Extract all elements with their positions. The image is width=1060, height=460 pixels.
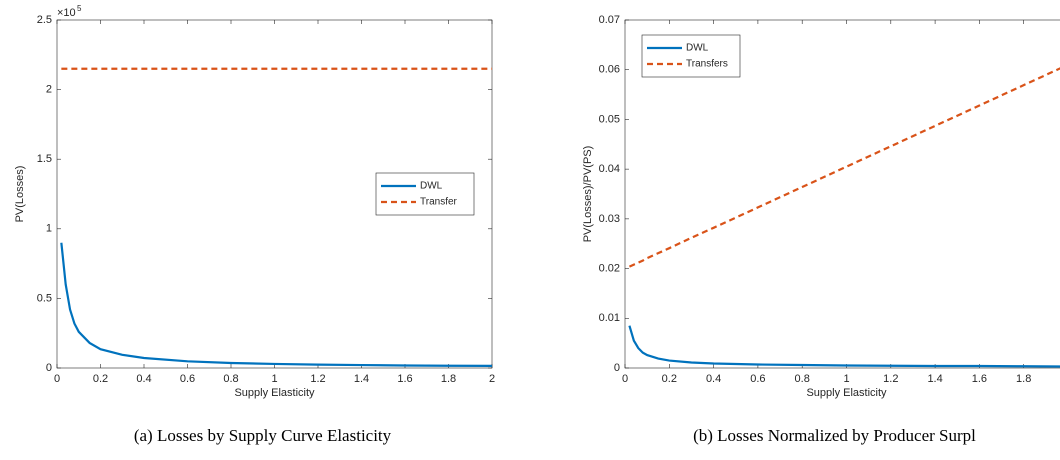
legend-label: DWL (420, 181, 443, 192)
x-axis-label: Supply Elasticity (234, 387, 315, 399)
x-tick-label: 1.6 (972, 373, 987, 385)
y-tick-label: 0.02 (599, 262, 620, 274)
series-line (60, 242, 493, 368)
x-tick-label: 0.2 (93, 373, 108, 385)
x-tick-label: 1 (843, 373, 849, 385)
y-multiplier-exp: 5 (77, 4, 82, 13)
x-tick-label: 1.2 (310, 373, 325, 385)
y-tick-label: 0.05 (599, 113, 620, 125)
caption: (a) Losses by Supply Curve Elasticity (134, 426, 392, 445)
plot-area (624, 19, 1060, 369)
y-tick-label: 0.07 (599, 14, 620, 26)
legend-label: Transfer (420, 197, 458, 208)
x-tick-label: 1.4 (354, 373, 369, 385)
series-line (628, 325, 1060, 368)
x-tick-label: 0.4 (136, 373, 151, 385)
x-tick-label: 0 (622, 373, 628, 385)
y-tick-label: 0.06 (599, 64, 620, 76)
legend-label: Transfers (686, 59, 728, 70)
y-tick-label: 1.5 (37, 153, 52, 165)
y-tick-label: 0.5 (37, 292, 52, 304)
caption: (b) Losses Normalized by Producer Surpl (693, 426, 976, 445)
y-tick-label: 2.5 (37, 14, 52, 26)
y-axis-label: PV(Losses)/PV(PS) (582, 146, 594, 243)
y-tick-label: 0.04 (599, 163, 620, 175)
legend-label: DWL (686, 43, 709, 54)
x-tick-label: 0.8 (795, 373, 810, 385)
y-tick-label: 0 (614, 362, 620, 374)
series-line (628, 67, 1060, 268)
x-tick-label: 0 (54, 373, 60, 385)
x-tick-label: 0.4 (706, 373, 721, 385)
y-tick-label: 0.01 (599, 312, 620, 324)
legend-box (641, 34, 741, 78)
x-tick-label: 1.4 (927, 373, 942, 385)
y-multiplier: ×10 (57, 7, 76, 19)
y-axis-label: PV(Losses) (14, 166, 26, 223)
y-tick-label: 2 (46, 84, 52, 96)
x-tick-label: 1.2 (883, 373, 898, 385)
x-tick-label: 0.6 (750, 373, 765, 385)
x-tick-label: 1.8 (441, 373, 456, 385)
x-tick-label: 1.6 (397, 373, 412, 385)
y-tick-label: 0.03 (599, 213, 620, 225)
legend-box (375, 172, 475, 216)
x-tick-label: 0.2 (662, 373, 677, 385)
x-axis-label: Supply Elasticity (806, 387, 887, 399)
y-tick-label: 1 (46, 223, 52, 235)
x-tick-label: 0.6 (180, 373, 195, 385)
x-tick-label: 2 (489, 373, 495, 385)
x-tick-label: 1 (271, 373, 277, 385)
y-tick-label: 0 (46, 362, 52, 374)
x-tick-label: 1.8 (1016, 373, 1031, 385)
x-tick-label: 0.8 (223, 373, 238, 385)
